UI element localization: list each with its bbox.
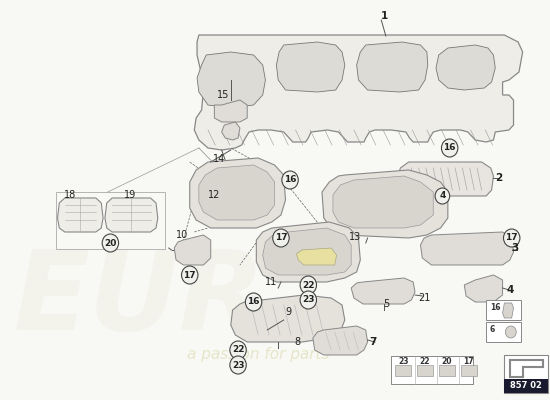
Text: 8: 8 — [295, 337, 301, 347]
Polygon shape — [190, 158, 285, 228]
Polygon shape — [197, 52, 266, 108]
Text: 22: 22 — [232, 346, 244, 354]
Text: 16: 16 — [490, 304, 500, 312]
Circle shape — [503, 229, 520, 247]
Text: 19: 19 — [124, 190, 136, 200]
Text: 15: 15 — [217, 90, 229, 100]
Polygon shape — [333, 176, 433, 228]
Circle shape — [230, 356, 246, 374]
Polygon shape — [174, 235, 211, 265]
Circle shape — [300, 276, 316, 294]
Circle shape — [102, 234, 119, 252]
Text: 22: 22 — [302, 280, 315, 290]
Text: 17: 17 — [505, 234, 518, 242]
FancyBboxPatch shape — [439, 364, 455, 376]
Text: 2: 2 — [496, 173, 503, 183]
Text: 1: 1 — [381, 11, 388, 21]
Text: 4: 4 — [506, 285, 514, 295]
Circle shape — [273, 229, 289, 247]
Text: 13: 13 — [349, 232, 361, 242]
FancyBboxPatch shape — [486, 322, 521, 342]
Polygon shape — [194, 35, 522, 150]
Polygon shape — [296, 248, 337, 265]
Text: 4: 4 — [439, 192, 446, 200]
Text: 10: 10 — [176, 230, 188, 240]
Text: 7: 7 — [370, 337, 377, 347]
FancyBboxPatch shape — [486, 300, 521, 320]
FancyBboxPatch shape — [395, 364, 411, 376]
Text: 20: 20 — [442, 356, 452, 366]
Text: 22: 22 — [420, 356, 430, 366]
Circle shape — [435, 188, 450, 204]
Text: EUR: EUR — [14, 246, 266, 354]
Circle shape — [230, 341, 246, 359]
Text: 17: 17 — [184, 270, 196, 280]
FancyBboxPatch shape — [417, 364, 433, 376]
Circle shape — [442, 139, 458, 157]
Text: 20: 20 — [104, 238, 117, 248]
Polygon shape — [256, 222, 360, 282]
Text: 23: 23 — [398, 356, 409, 366]
Text: 6: 6 — [490, 326, 495, 334]
Polygon shape — [199, 165, 274, 220]
Polygon shape — [398, 162, 493, 196]
Text: 16: 16 — [248, 298, 260, 306]
Polygon shape — [313, 326, 367, 355]
Text: 9: 9 — [285, 307, 292, 317]
Circle shape — [245, 293, 262, 311]
Text: 16: 16 — [443, 144, 456, 152]
Polygon shape — [436, 45, 496, 90]
Polygon shape — [351, 278, 415, 304]
Polygon shape — [231, 295, 345, 342]
Text: 17: 17 — [274, 234, 287, 242]
Polygon shape — [464, 275, 503, 302]
FancyBboxPatch shape — [504, 355, 548, 393]
Polygon shape — [322, 170, 448, 238]
Polygon shape — [222, 122, 240, 140]
Polygon shape — [356, 42, 428, 92]
Polygon shape — [58, 198, 103, 232]
Text: 857 02: 857 02 — [510, 382, 542, 390]
Polygon shape — [214, 100, 247, 122]
FancyBboxPatch shape — [391, 356, 474, 384]
Polygon shape — [503, 303, 514, 318]
Polygon shape — [421, 232, 514, 265]
Text: 16: 16 — [284, 176, 296, 184]
Text: 23: 23 — [302, 296, 315, 304]
Text: 17: 17 — [464, 356, 474, 366]
Text: 5: 5 — [383, 299, 389, 309]
Text: a passion for parts: a passion for parts — [187, 348, 329, 362]
Circle shape — [505, 326, 516, 338]
Circle shape — [300, 291, 316, 309]
Text: 3: 3 — [512, 243, 519, 253]
Text: 11: 11 — [266, 277, 278, 287]
Circle shape — [282, 171, 298, 189]
FancyBboxPatch shape — [461, 364, 477, 376]
Circle shape — [182, 266, 198, 284]
Text: 14: 14 — [212, 154, 225, 164]
Text: 21: 21 — [418, 293, 430, 303]
Polygon shape — [277, 42, 345, 92]
FancyBboxPatch shape — [504, 379, 548, 393]
Text: 18: 18 — [64, 190, 76, 200]
Polygon shape — [263, 228, 351, 275]
Text: 12: 12 — [208, 190, 221, 200]
Polygon shape — [105, 198, 158, 232]
Text: 23: 23 — [232, 360, 244, 370]
